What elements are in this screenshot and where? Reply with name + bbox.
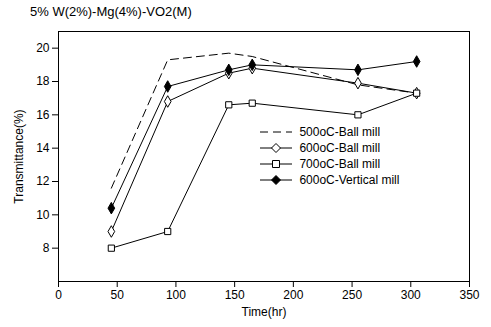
- html-text:700oC-Ball mill: 700oC-Ball mill: [299, 156, 381, 171]
- svg-text:200: 200: [283, 288, 303, 302]
- svg-text:10: 10: [36, 208, 50, 222]
- svg-text:12: 12: [36, 174, 50, 188]
- svg-text:Time(hr): Time(hr): [242, 305, 287, 319]
- html-text:600oC-Vertical mill: 600oC-Vertical mill: [299, 172, 400, 187]
- svg-text:250: 250: [342, 288, 362, 302]
- svg-text:300: 300: [401, 288, 421, 302]
- svg-text:100: 100: [166, 288, 186, 302]
- svg-text:20: 20: [36, 41, 50, 55]
- svg-text:0: 0: [55, 288, 62, 302]
- html-text:500oC-Ball mill: 500oC-Ball mill: [299, 124, 381, 139]
- svg-text:18: 18: [36, 74, 50, 88]
- svg-text:150: 150: [225, 288, 245, 302]
- svg-text:16: 16: [36, 108, 50, 122]
- svg-text:50: 50: [111, 288, 125, 302]
- html-text:5% W(2%)-Mg(4%)-VO2(M): 5% W(2%)-Mg(4%)-VO2(M): [30, 4, 192, 19]
- svg-text:14: 14: [36, 141, 50, 155]
- html-text:600oC-Ball mill: 600oC-Ball mill: [299, 140, 381, 155]
- svg-text:350: 350: [459, 288, 479, 302]
- svg-text:Transmittance(%): Transmittance(%): [12, 109, 26, 203]
- svg-text:8: 8: [43, 241, 50, 255]
